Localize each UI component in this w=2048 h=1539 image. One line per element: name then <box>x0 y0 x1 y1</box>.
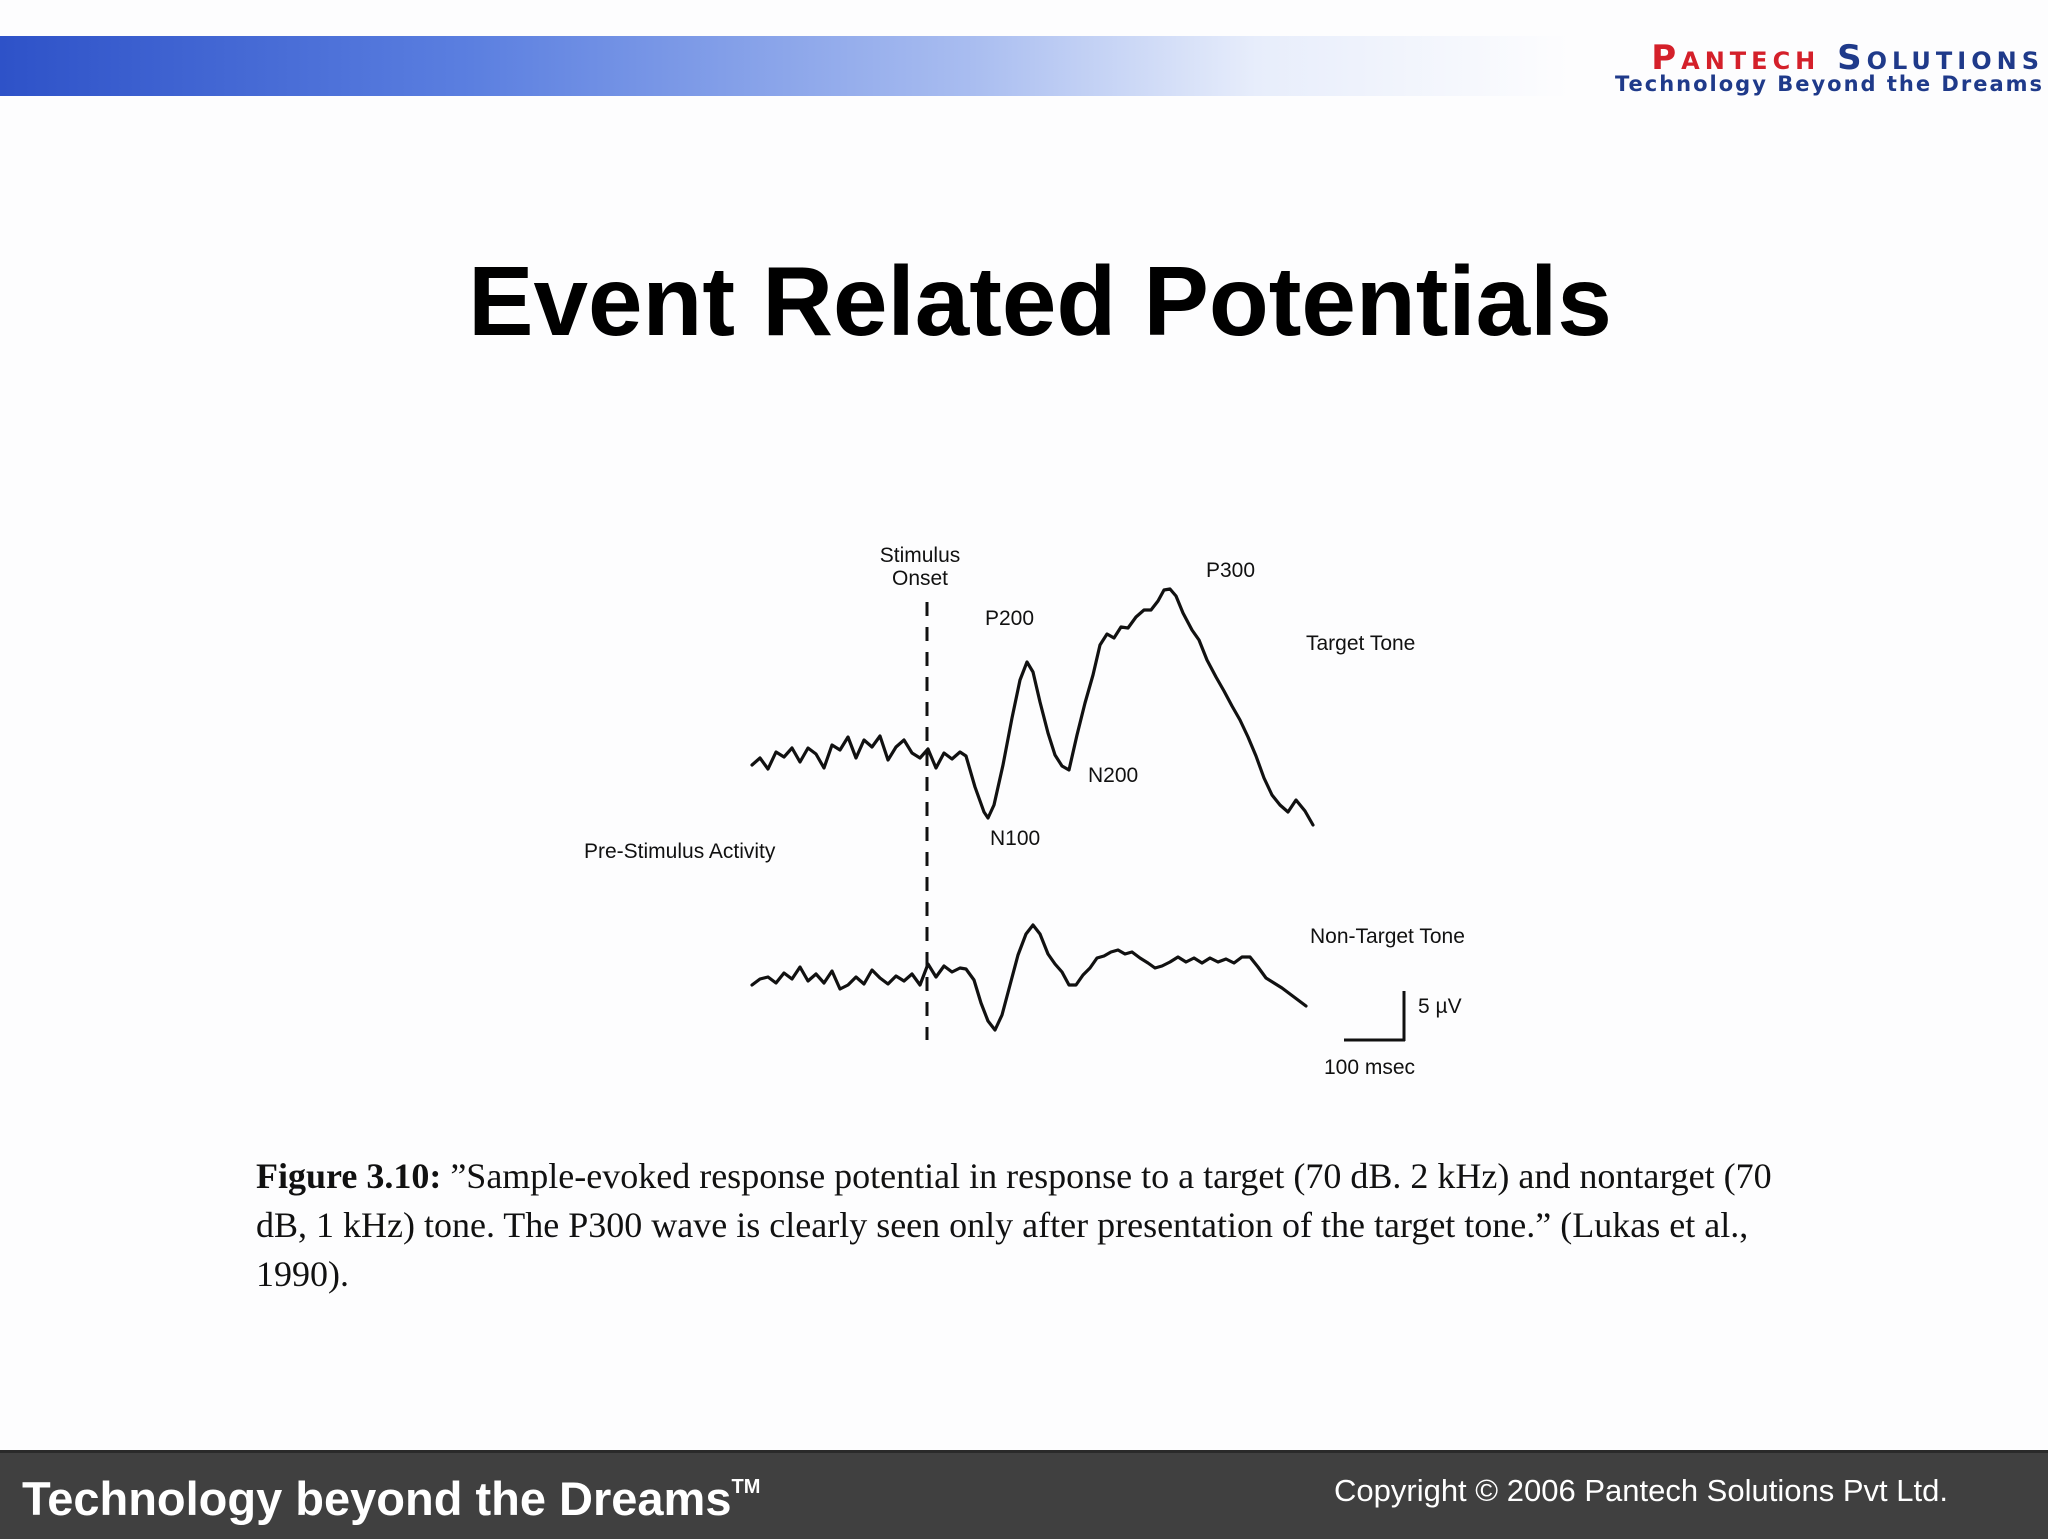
trademark-mark: TM <box>731 1476 760 1498</box>
footer-copyright: Copyright © 2006 Pantech Solutions Pvt L… <box>1334 1473 2014 1509</box>
scale-voltage-label: 5 µV <box>1418 995 1462 1018</box>
stimulus-onset-label-line2: Onset <box>892 567 948 590</box>
pre-stimulus-label: Pre-Stimulus Activity <box>584 840 776 863</box>
scale-time-label: 100 msec <box>1324 1056 1415 1079</box>
n200-label: N200 <box>1088 764 1138 787</box>
footer-bar: Technology beyond the DreamsTM Copyright… <box>0 1450 2048 1539</box>
footer-tagline: Technology beyond the DreamsTM <box>22 1471 760 1526</box>
p200-label: P200 <box>985 607 1034 630</box>
footer-tagline-text: Technology beyond the Dreams <box>22 1472 731 1525</box>
target-tone-label: Target Tone <box>1306 632 1415 655</box>
figure-caption-text: ”Sample-evoked response potential in res… <box>256 1156 1772 1294</box>
figure-caption-label: Figure 3.10: <box>256 1156 441 1196</box>
scale-bar <box>1344 991 1405 1041</box>
non-target-tone-waveform <box>752 925 1306 1030</box>
non-target-tone-label: Non-Target Tone <box>1310 925 1465 948</box>
n100-label: N100 <box>990 827 1040 850</box>
p300-label: P300 <box>1206 559 1255 582</box>
figure-caption: Figure 3.10: ”Sample-evoked response pot… <box>256 1152 1816 1299</box>
stimulus-onset-label-line1: Stimulus <box>880 544 961 567</box>
